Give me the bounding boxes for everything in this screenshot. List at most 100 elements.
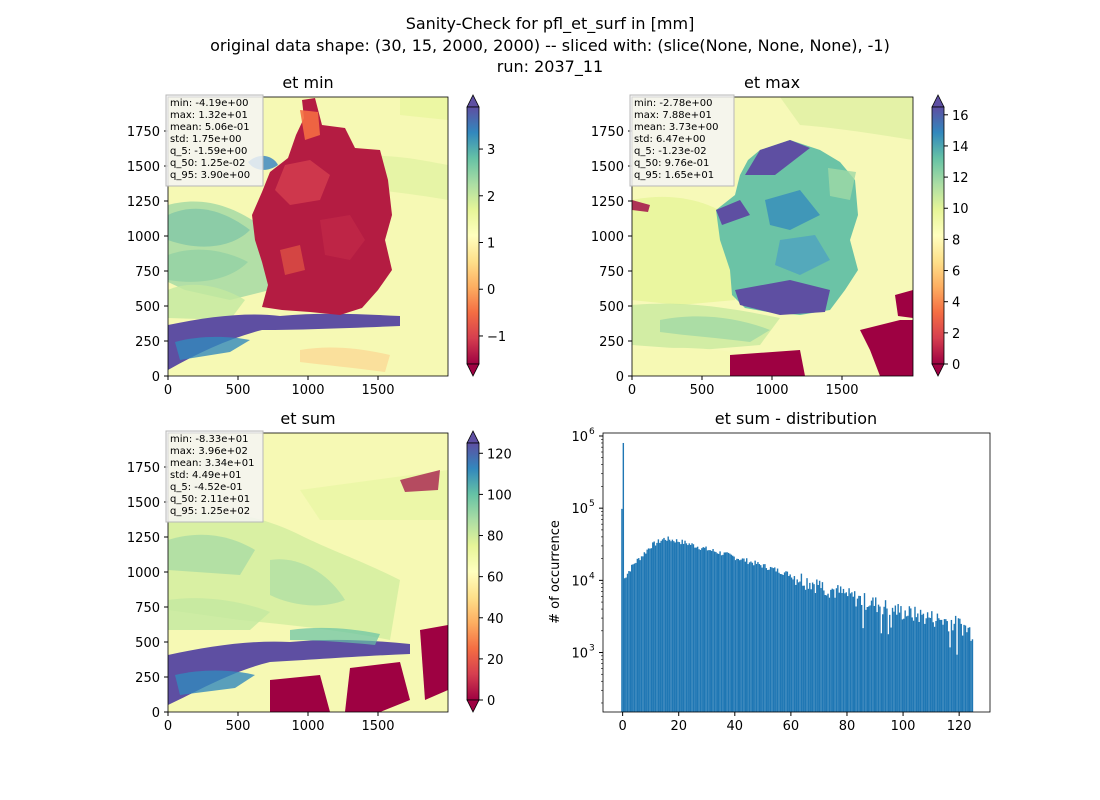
histogram-bar (673, 541, 675, 712)
histogram-bar (747, 564, 749, 712)
histogram-bar (776, 568, 779, 712)
histogram-bar (750, 561, 752, 712)
histogram-bar (856, 598, 859, 712)
histogram-bar (793, 576, 796, 712)
histogram-bar (890, 627, 892, 712)
histogram-bar (816, 579, 818, 712)
histogram-bar (954, 615, 957, 712)
histogram-bar (688, 543, 690, 712)
histogram-bar (670, 541, 672, 712)
histogram-bar (889, 614, 891, 712)
histogram-bar (788, 576, 790, 712)
histogram-bar (928, 617, 930, 712)
stats-line: min: -8.33e+01 (170, 434, 249, 445)
histogram-bar (804, 589, 807, 712)
colorbar-tick-label: −1 (487, 330, 506, 345)
stats-line: std: 6.47e+00 (634, 134, 706, 145)
histogram-bar (635, 562, 637, 712)
histogram-bar (845, 592, 847, 712)
histogram-bar (639, 560, 641, 712)
panel-et-min: et min 0 500 1000 1500 0 (127, 73, 506, 398)
histogram-bar (922, 613, 925, 712)
histogram-bar (961, 635, 964, 712)
histogram-bar (661, 539, 664, 712)
y-tick-label: 0 (152, 706, 160, 721)
colorbar-tick-label: 3 (487, 143, 495, 158)
y-tick-label: 10 (571, 430, 588, 445)
x-axis: 0 20 40 60 80 100 120 (618, 712, 972, 734)
colorbar-tick-label: 120 (487, 447, 512, 462)
x-tick-label: 1000 (291, 719, 324, 734)
histogram-bar (685, 543, 688, 712)
colorbar-tick-label: 12 (952, 171, 969, 186)
histogram-bar (896, 614, 898, 712)
panel-et-sum: et sum 0 500 1000 1500 0 250 500 (127, 409, 512, 734)
x-tick-label: 1500 (361, 719, 394, 734)
stats-line: q_95: 1.65e+01 (634, 170, 714, 181)
stats-line: mean: 5.06e-01 (170, 122, 250, 133)
histogram-bar (907, 615, 909, 712)
histogram-bar (900, 606, 902, 712)
histogram-bar (803, 585, 805, 712)
histogram-bar (645, 553, 647, 712)
colorbar-tick-label: 80 (487, 530, 504, 545)
histogram-bar (940, 619, 943, 712)
histogram-bar (834, 597, 836, 712)
histogram-bar (861, 604, 863, 712)
x-tick-label: 500 (690, 383, 715, 398)
y-tick-label: 10 (571, 647, 588, 662)
histogram-bar (887, 634, 890, 712)
x-axis: 0 500 1000 1500 (164, 376, 395, 398)
y-tick-label: 750 (135, 265, 160, 280)
histogram-bar (703, 547, 706, 712)
histogram-bar (894, 605, 897, 712)
histogram-bar (621, 508, 623, 712)
histogram-bar (680, 544, 682, 712)
histogram-bar (792, 579, 794, 712)
histogram-bar (866, 607, 869, 712)
histogram-bar (886, 608, 888, 712)
histogram-bar (720, 555, 723, 712)
histogram-bar (709, 550, 711, 712)
histogram-bar (748, 562, 751, 712)
histogram-bar (830, 589, 832, 712)
histogram-bar (960, 623, 962, 712)
histogram-bar (713, 551, 716, 712)
suptitle-line-2: original data shape: (30, 15, 2000, 2000… (210, 36, 890, 55)
histogram-bar (643, 552, 646, 712)
colorbar-tick-label: 6 (952, 265, 960, 280)
histogram-bar (858, 595, 860, 712)
y-tick-label: 1000 (127, 230, 160, 245)
histogram-bar (781, 574, 783, 712)
histogram-bar (882, 614, 884, 712)
panel-title: et min (282, 73, 333, 92)
histogram-bar (933, 626, 936, 712)
colorbar-tick-label: 40 (487, 612, 504, 627)
histogram-bar (912, 620, 915, 712)
histogram-bar (901, 619, 904, 712)
histogram-bar (827, 593, 829, 712)
histogram-bar (942, 624, 944, 712)
histogram-bar (640, 556, 643, 712)
histogram-bar (684, 540, 686, 712)
colorbar-tick-label: 10 (952, 202, 969, 217)
colorbar: 0 20 40 60 80 100 120 (466, 430, 512, 713)
histogram-bar (624, 578, 626, 712)
y-tick-label: 1500 (127, 160, 160, 175)
histogram-bar (884, 600, 887, 712)
histogram-bar (632, 564, 634, 712)
histogram-bar (807, 588, 810, 712)
histogram-bar (754, 560, 756, 712)
histogram-bar (911, 617, 913, 712)
histogram-bar (953, 623, 955, 712)
colorbar-tick-label: 0 (487, 694, 495, 709)
histogram-bar (932, 622, 934, 712)
histogram-bar (708, 550, 710, 712)
histogram-bar (806, 578, 808, 712)
histogram-bar (659, 542, 661, 712)
histogram-bar (929, 617, 932, 712)
y-tick-label: 250 (135, 671, 160, 686)
histogram-bar (810, 589, 812, 712)
y-tick-label: 750 (599, 265, 624, 280)
histogram-bar (764, 564, 766, 712)
